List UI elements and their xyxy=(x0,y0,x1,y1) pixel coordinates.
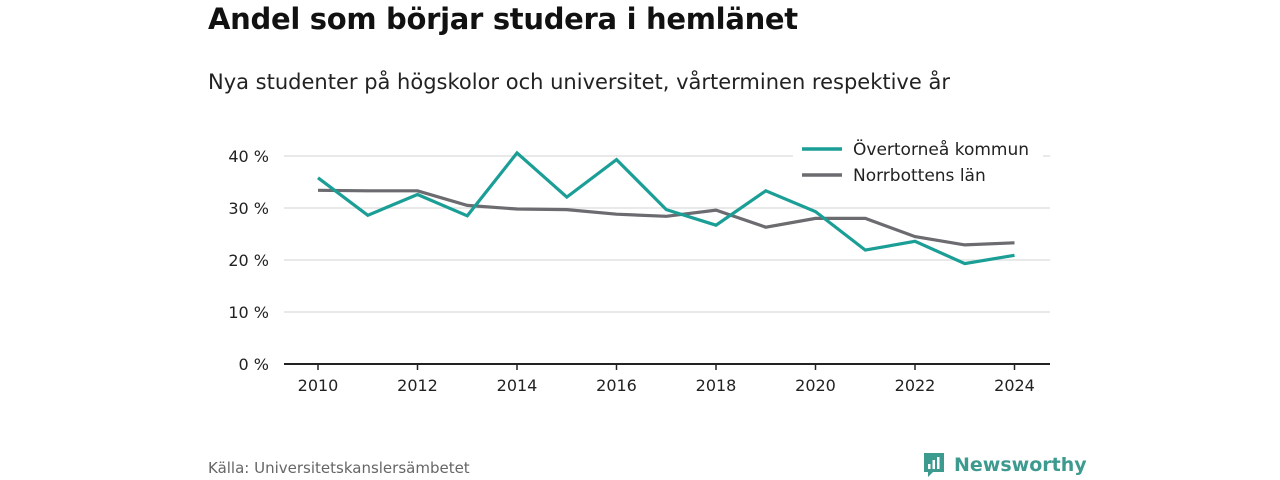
y-tick-label: 30 % xyxy=(228,199,269,218)
legend: Övertorneå kommun Norrbottens län xyxy=(793,136,1043,192)
x-tick-label: 2022 xyxy=(895,376,936,395)
x-tick-label: 2010 xyxy=(298,376,339,395)
series-line xyxy=(317,150,1015,266)
series-lines xyxy=(317,150,1015,266)
y-tick-label: 40 % xyxy=(228,147,269,166)
x-tick-label: 2024 xyxy=(994,376,1035,395)
y-tick-label: 10 % xyxy=(228,303,269,322)
newsworthy-logo-icon xyxy=(924,453,944,477)
x-tick-label: 2016 xyxy=(596,376,637,395)
y-tick-label: 20 % xyxy=(228,251,269,270)
series-line xyxy=(317,188,1015,247)
brand-name: Newsworthy xyxy=(954,454,1087,476)
source-note: Källa: Universitetskanslersämbetet xyxy=(208,459,470,477)
legend-label: Norrbottens län xyxy=(853,166,986,186)
legend-label: Övertorneå kommun xyxy=(853,138,1029,160)
y-tick-label: 0 % xyxy=(239,355,269,374)
line-chart: 0 % 10 % 20 % 30 % 40 % 2010 2012 2014 2016 2018 2… xyxy=(228,136,1050,395)
x-tick-label: 2014 xyxy=(497,376,538,395)
axes: 0 % 10 % 20 % 30 % 40 % 2010 2012 2014 2016 2018 2… xyxy=(228,147,1050,395)
brand-logo[interactable]: Newsworthy xyxy=(922,451,1087,479)
legend-background xyxy=(793,136,1043,192)
x-tick-label: 2020 xyxy=(795,376,836,395)
x-tick-label: 2012 xyxy=(397,376,438,395)
chart-subtitle: Nya studenter på högskolor och universit… xyxy=(208,70,950,94)
chart-title: Andel som börjar studera i hemlänet xyxy=(208,2,798,36)
x-tick-label: 2018 xyxy=(696,376,737,395)
